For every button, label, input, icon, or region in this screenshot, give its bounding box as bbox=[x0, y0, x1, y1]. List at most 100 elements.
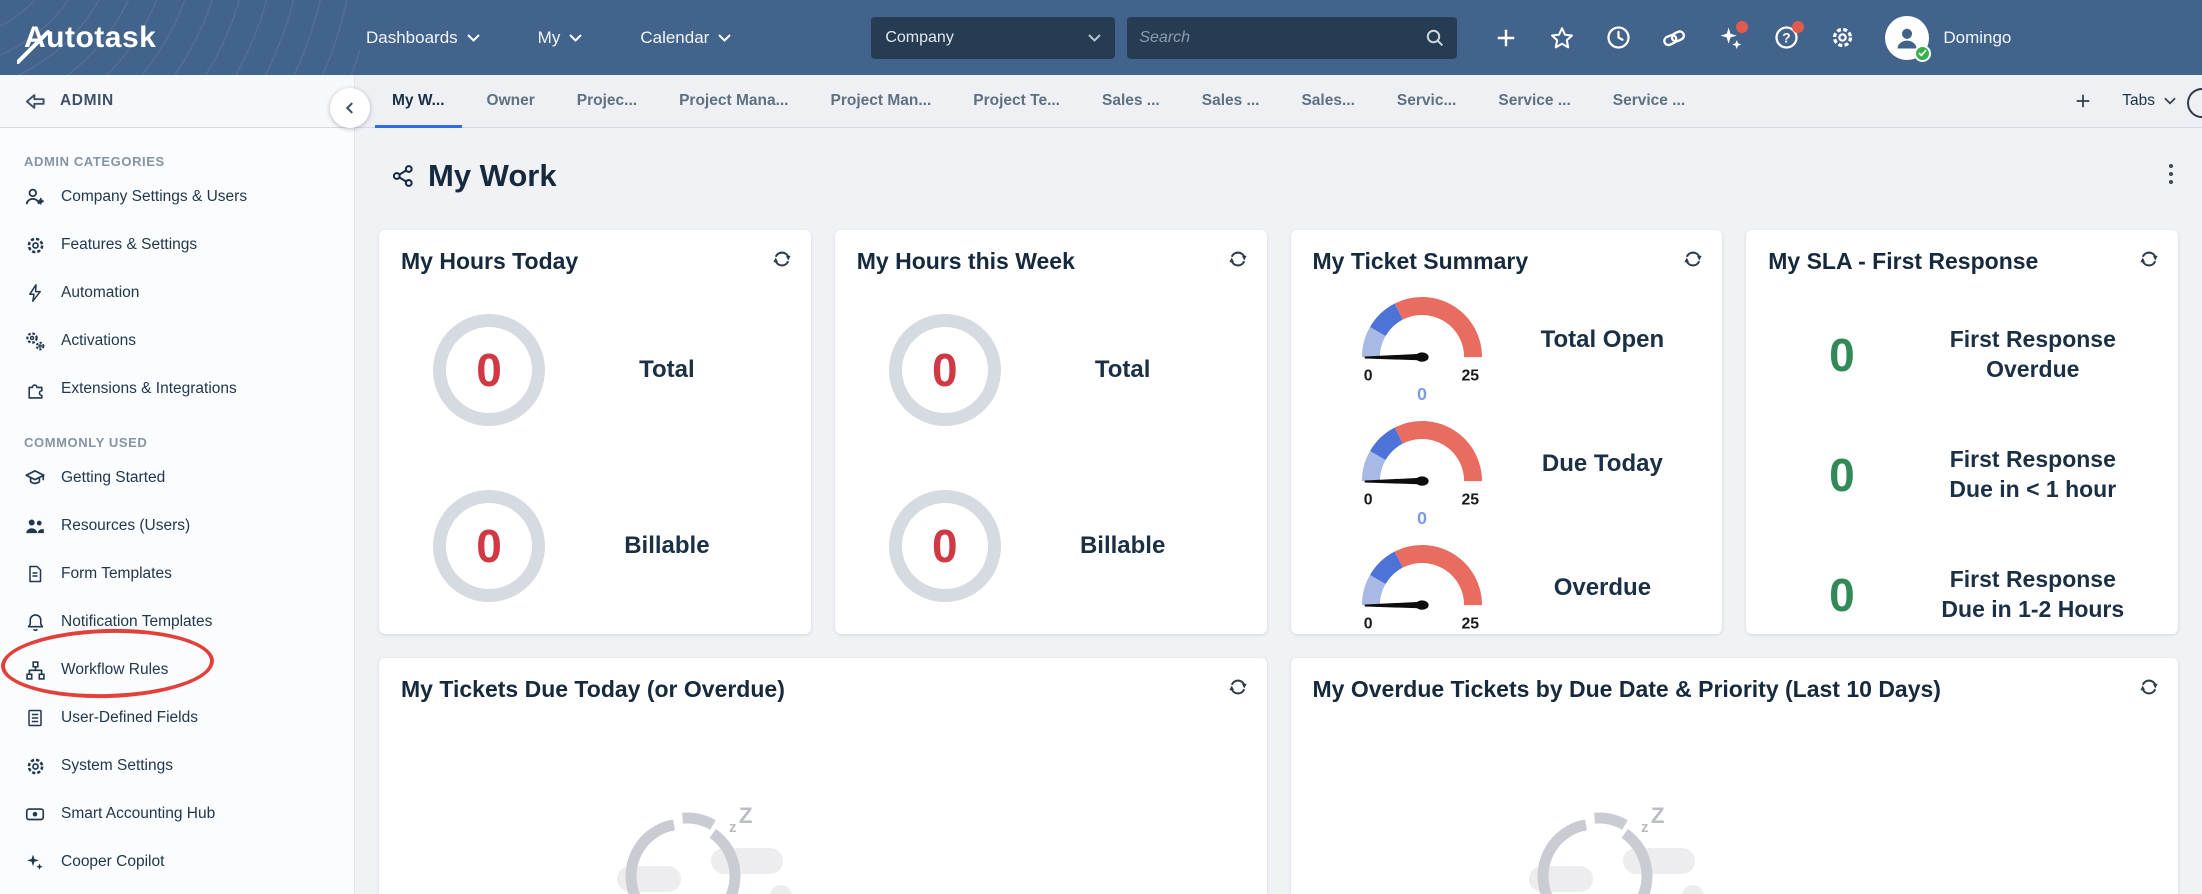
sidebar-item-resources-users[interactable]: Resources (Users) bbox=[0, 502, 354, 550]
tab-service-1[interactable]: Servic... bbox=[1396, 92, 1457, 109]
sidebar-collapse-button[interactable] bbox=[330, 88, 370, 128]
user-avatar[interactable] bbox=[1885, 15, 1932, 62]
autotask-logo-mark bbox=[17, 29, 50, 64]
tab-project-team[interactable]: Project Te... bbox=[973, 92, 1060, 109]
sidebar-item-company-settings-users[interactable]: Company Settings & Users bbox=[0, 173, 354, 221]
page-title: My Work bbox=[428, 158, 557, 193]
sidebar-item-form-templates[interactable]: Form Templates bbox=[0, 550, 354, 598]
sidebar-item-workflow-rules[interactable]: Workflow Rules bbox=[0, 646, 354, 694]
nav-dashboards[interactable]: Dashboards bbox=[366, 28, 480, 48]
refresh-button[interactable] bbox=[771, 248, 793, 273]
company-scope-select[interactable]: Company bbox=[871, 16, 1116, 59]
sleep-z-small: z bbox=[1641, 819, 1649, 836]
tab-projects[interactable]: Projec... bbox=[576, 92, 638, 109]
nav-my[interactable]: My bbox=[538, 28, 583, 48]
history-button[interactable] bbox=[1605, 25, 1631, 51]
back-arrow-icon[interactable] bbox=[24, 90, 47, 113]
metric-ring: 0 bbox=[433, 314, 545, 426]
metric-value: 0 bbox=[931, 520, 958, 572]
sidebar-item-getting-started[interactable]: Getting Started bbox=[0, 454, 354, 502]
tab-sales-3[interactable]: Sales... bbox=[1301, 92, 1355, 109]
ai-assistant-button[interactable] bbox=[1717, 20, 1749, 51]
top-nav: Autotask Dashboards My Calendar Company bbox=[0, 0, 2202, 75]
star-icon bbox=[1551, 26, 1574, 48]
sidebar-item-smart-accounting-hub[interactable]: Smart Accounting Hub bbox=[0, 790, 354, 838]
sla-value: 0 bbox=[1829, 449, 1855, 501]
widget-title: My SLA - First Response bbox=[1768, 248, 2039, 274]
refresh-button[interactable] bbox=[2138, 248, 2160, 273]
sidebar-item-user-defined-fields[interactable]: User-Defined Fields bbox=[0, 694, 354, 742]
refresh-button[interactable] bbox=[2138, 676, 2160, 701]
widget-my-sla-first-response: My SLA - First Response 0 First Response… bbox=[1746, 230, 2178, 634]
notification-dot bbox=[1792, 20, 1805, 33]
sidebar-item-system-settings[interactable]: System Settings bbox=[0, 742, 354, 790]
tab-service-3[interactable]: Service ... bbox=[1612, 92, 1686, 109]
gauge-max: 25 bbox=[1461, 491, 1479, 508]
page-menu-button[interactable] bbox=[2168, 162, 2174, 191]
refresh-icon bbox=[1228, 679, 1247, 695]
widget-my-tickets-due-today: My Tickets Due Today (or Overdue) z Z bbox=[379, 658, 1267, 894]
refresh-button[interactable] bbox=[1227, 676, 1249, 701]
tab-project-management-2[interactable]: Project Man... bbox=[830, 92, 932, 109]
tab-owner[interactable]: Owner bbox=[486, 92, 535, 109]
chevron-down-icon bbox=[569, 33, 583, 42]
tab-project-management-1[interactable]: Project Mana... bbox=[679, 92, 789, 109]
history-clock-icon bbox=[1607, 26, 1630, 49]
gauge-row-total-open: 0 25 0 Total Open bbox=[1313, 281, 1701, 403]
sidebar-item-extensions-integrations[interactable]: Extensions & Integrations bbox=[0, 365, 354, 413]
metric-row: 0 Billable bbox=[401, 465, 789, 627]
admin-header[interactable]: ADMIN bbox=[0, 75, 355, 127]
sla-label: First Response Overdue bbox=[1949, 326, 2116, 382]
sidebar-item-cooper-copilot[interactable]: Cooper Copilot bbox=[0, 838, 354, 886]
sidebar-item-notification-templates[interactable]: Notification Templates bbox=[0, 598, 354, 646]
refresh-button[interactable] bbox=[1682, 248, 1704, 273]
help-button[interactable]: ? bbox=[1773, 20, 1805, 51]
gauge-value: 0 bbox=[1417, 631, 1427, 634]
tab-sales-2[interactable]: Sales ... bbox=[1201, 92, 1260, 109]
user-gear-icon bbox=[24, 186, 46, 208]
metric-label: Billable bbox=[624, 532, 710, 559]
chevron-down-icon bbox=[1088, 33, 1102, 42]
refresh-icon bbox=[1684, 251, 1702, 267]
refresh-button[interactable] bbox=[1227, 248, 1249, 273]
widget-title: My Hours this Week bbox=[856, 248, 1075, 274]
tab-bar: My W... Owner Projec... Project Mana... … bbox=[355, 75, 2202, 128]
section-label-commonly-used: COMMONLY USED bbox=[24, 435, 148, 450]
refresh-icon bbox=[2140, 679, 2158, 695]
settings-button[interactable] bbox=[1829, 25, 1855, 51]
sidebar-item-activations[interactable]: Activations bbox=[0, 317, 354, 365]
people-icon bbox=[24, 515, 46, 537]
sidebar-item-features-settings[interactable]: Features & Settings bbox=[0, 221, 354, 269]
sidebar-item-automation[interactable]: Automation bbox=[0, 269, 354, 317]
metric-label: Total bbox=[639, 356, 695, 383]
favorites-button[interactable] bbox=[1549, 25, 1575, 51]
main-row: ADMIN CATEGORIES Company Settings & User… bbox=[0, 128, 2202, 894]
global-search[interactable] bbox=[1127, 16, 1458, 59]
logo-text: Autotask bbox=[24, 20, 157, 54]
metric-value: 0 bbox=[476, 344, 502, 396]
search-input[interactable] bbox=[1139, 28, 1426, 47]
integrations-link-button[interactable] bbox=[1661, 25, 1687, 51]
widget-my-hours-this-week: My Hours this Week 0 Total 0 Billable bbox=[834, 230, 1267, 634]
add-tab-button[interactable] bbox=[2060, 75, 2106, 127]
tab-sales-1[interactable]: Sales ... bbox=[1102, 92, 1160, 109]
sparkle-icon bbox=[24, 851, 46, 873]
workflow-icon bbox=[24, 659, 46, 681]
widget-title: My Ticket Summary bbox=[1312, 248, 1529, 274]
admin-title: ADMIN bbox=[60, 92, 114, 109]
nav-calendar[interactable]: Calendar bbox=[640, 28, 732, 48]
metric-value: 0 bbox=[931, 344, 958, 396]
sla-value: 0 bbox=[1829, 329, 1855, 381]
create-new-button[interactable] bbox=[1493, 25, 1519, 51]
widget-my-ticket-summary: My Ticket Summary 0 25 0 Total Open bbox=[1290, 230, 1723, 634]
sla-label: First Response Due in 1-2 Hours bbox=[1941, 566, 2125, 622]
graduation-cap-icon bbox=[24, 467, 46, 489]
sleeping-donut-empty-state: z Z bbox=[617, 803, 792, 894]
tab-service-2[interactable]: Service ... bbox=[1498, 92, 1571, 109]
metric-value: 0 bbox=[476, 520, 502, 572]
tab-my-work[interactable]: My W... bbox=[371, 75, 466, 128]
tabs-menu-button[interactable]: Tabs bbox=[2106, 75, 2192, 127]
gears-icon bbox=[24, 330, 46, 352]
main-menus: Dashboards My Calendar bbox=[366, 28, 732, 48]
autotask-logo[interactable]: Autotask bbox=[17, 20, 270, 64]
